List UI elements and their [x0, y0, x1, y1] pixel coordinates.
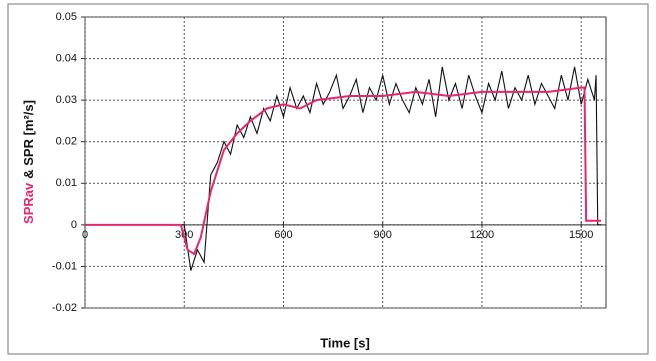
x-tick-label: 0	[82, 229, 88, 241]
y-tick-label: 0.05	[56, 11, 77, 23]
x-tick-label: 600	[274, 229, 292, 241]
y-label-part: & SPR [m²/s]	[21, 100, 36, 179]
y-tick-label: 0	[71, 219, 77, 231]
x-tick-label: 1200	[470, 229, 494, 241]
y-label-part: SPRav	[21, 182, 36, 224]
y-tick-label: 0.03	[56, 94, 77, 106]
y-tick-label: 0.04	[56, 52, 77, 64]
y-tick-label: 0.01	[56, 177, 77, 189]
y-tick-label: -0.01	[52, 260, 77, 272]
plot-area	[84, 16, 607, 309]
x-tick-label: 900	[374, 229, 392, 241]
x-tick-label: 1500	[569, 229, 593, 241]
y-tick-label: -0.02	[52, 302, 77, 314]
y-axis-label: SPRav & SPR [m²/s]	[21, 100, 36, 224]
x-axis-label: Time [s]	[320, 335, 370, 350]
series-line	[85, 86, 602, 256]
y-tick-label: 0.02	[56, 136, 77, 148]
